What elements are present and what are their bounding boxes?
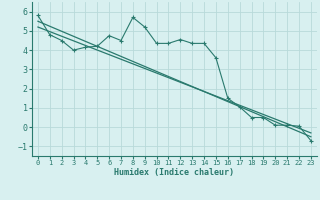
X-axis label: Humidex (Indice chaleur): Humidex (Indice chaleur) <box>115 168 234 177</box>
